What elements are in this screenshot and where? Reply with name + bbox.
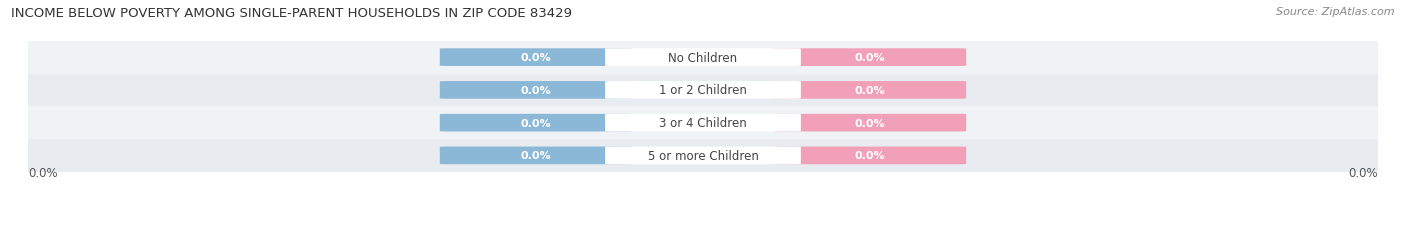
Text: Source: ZipAtlas.com: Source: ZipAtlas.com: [1277, 7, 1395, 17]
Bar: [28, 42, 1378, 74]
Bar: [28, 140, 1378, 172]
FancyBboxPatch shape: [605, 49, 801, 67]
Text: 0.0%: 0.0%: [855, 151, 886, 161]
Text: 3 or 4 Children: 3 or 4 Children: [659, 117, 747, 130]
FancyBboxPatch shape: [440, 147, 633, 164]
FancyBboxPatch shape: [605, 82, 801, 99]
Text: 0.0%: 0.0%: [855, 118, 886, 128]
Text: 0.0%: 0.0%: [855, 85, 886, 95]
FancyBboxPatch shape: [440, 82, 633, 99]
Text: 5 or more Children: 5 or more Children: [648, 149, 758, 162]
Text: No Children: No Children: [668, 52, 738, 64]
FancyBboxPatch shape: [605, 114, 801, 132]
Bar: [28, 74, 1378, 107]
FancyBboxPatch shape: [605, 147, 801, 164]
FancyBboxPatch shape: [773, 49, 966, 67]
FancyBboxPatch shape: [773, 147, 966, 164]
FancyBboxPatch shape: [440, 114, 633, 132]
Text: 0.0%: 0.0%: [520, 151, 551, 161]
Bar: [28, 107, 1378, 140]
FancyBboxPatch shape: [773, 82, 966, 99]
Text: 0.0%: 0.0%: [28, 166, 58, 179]
Legend: Single Father, Single Mother: Single Father, Single Mother: [585, 227, 821, 231]
Text: 0.0%: 0.0%: [520, 85, 551, 95]
Text: 0.0%: 0.0%: [520, 118, 551, 128]
Text: INCOME BELOW POVERTY AMONG SINGLE-PARENT HOUSEHOLDS IN ZIP CODE 83429: INCOME BELOW POVERTY AMONG SINGLE-PARENT…: [11, 7, 572, 20]
FancyBboxPatch shape: [773, 114, 966, 132]
Text: 0.0%: 0.0%: [520, 53, 551, 63]
FancyBboxPatch shape: [440, 49, 633, 67]
Text: 0.0%: 0.0%: [855, 53, 886, 63]
Text: 0.0%: 0.0%: [1348, 166, 1378, 179]
Text: 1 or 2 Children: 1 or 2 Children: [659, 84, 747, 97]
